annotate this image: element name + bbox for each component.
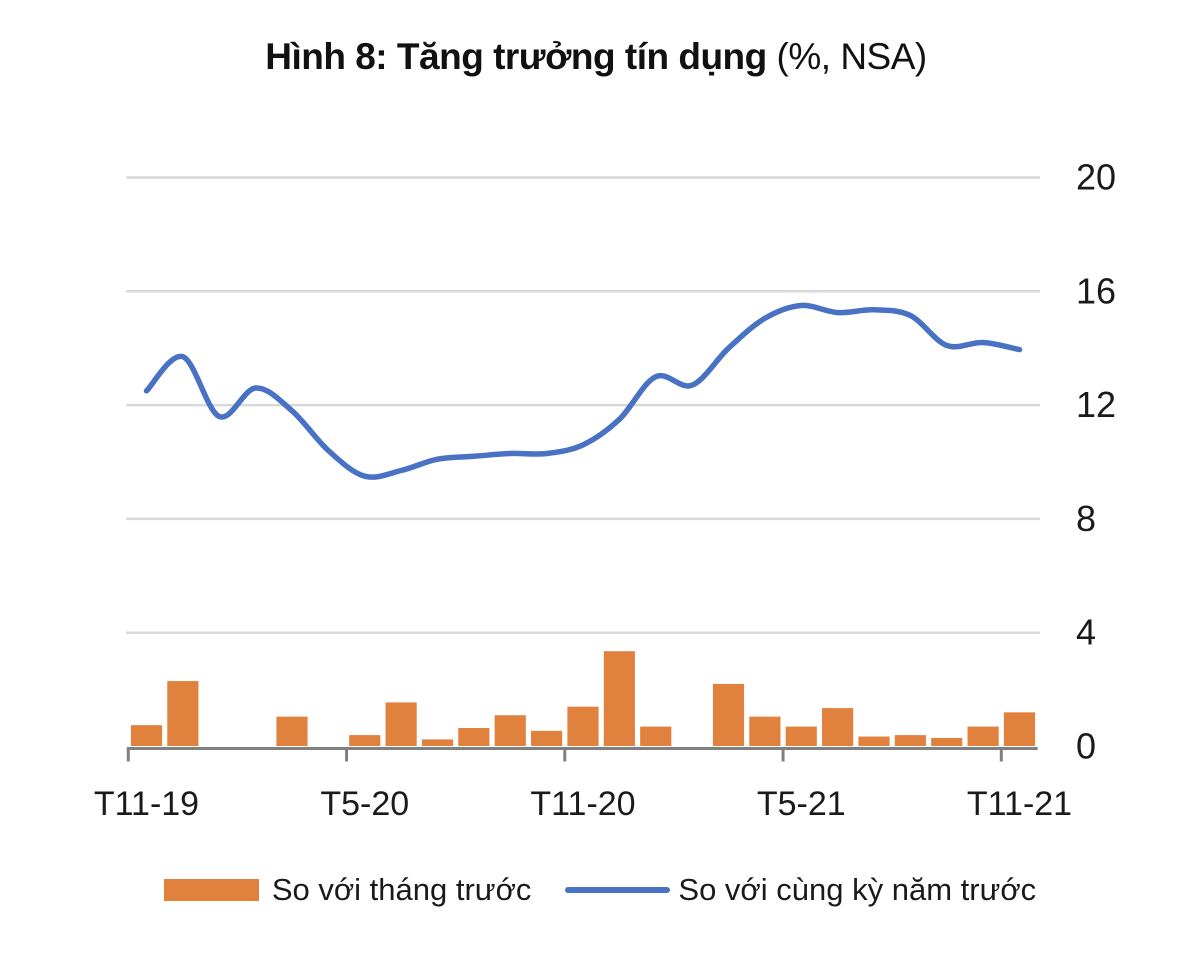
x-axis-label-T5-21: T5-21 (757, 785, 846, 823)
bar-T6-21 (822, 708, 854, 746)
x-axis-label-T11-20: T11-20 (530, 785, 635, 823)
bar-T3-21 (712, 683, 745, 746)
chart-title-main: Hình 8: Tăng trưởng tín dụng (265, 36, 767, 77)
legend-line-label: So với cùng kỳ năm trước (678, 872, 1037, 907)
bar-T5-21 (785, 726, 817, 746)
y-axis-label-16: 16 (1076, 270, 1116, 311)
legend-bar-swatch (163, 878, 259, 901)
y-axis-label-4: 4 (1076, 612, 1096, 653)
bar-T12-19 (167, 681, 199, 746)
bar-T7-20 (421, 739, 454, 746)
y-axis-label-0: 0 (1076, 726, 1096, 767)
bar-T8-20 (458, 728, 490, 746)
legend-item-month-over-month: So với tháng trước (163, 872, 532, 907)
bar-T7-21 (858, 736, 890, 746)
bar-T9-21 (931, 737, 963, 746)
bar-T3-20 (276, 716, 308, 746)
x-axis-label-T11-19: T11-19 (94, 785, 199, 823)
bar-T6-20 (385, 702, 417, 746)
bar-T5-20 (349, 735, 381, 746)
y-axis-label-20: 20 (1076, 157, 1116, 198)
x-axis-label-T5-20: T5-20 (320, 785, 409, 823)
bar-T9-20 (494, 715, 526, 746)
legend-bar-label: So với tháng trước (271, 872, 532, 907)
y-axis-label-8: 8 (1076, 498, 1096, 539)
chart-plot-area: 0 4 8 12 16 20 T11-19 T5-20 T11-20 T5-21 T11-21 (94, 157, 1116, 824)
bar-T8-21 (894, 735, 926, 746)
y-axis-label-12: 12 (1076, 384, 1116, 425)
chart-title: Hình 8: Tăng trưởng tín dụng (%, NSA) (0, 36, 1192, 78)
bar-T11-21 (1003, 712, 1036, 746)
bar-T1-21 (640, 726, 672, 746)
bar-T11-19 (130, 725, 163, 746)
legend-item-year-over-year: So với cùng kỳ năm trước (565, 874, 1036, 905)
bar-T10-20 (531, 730, 563, 746)
chart-title-suffix: (%, NSA) (766, 36, 928, 77)
bar-T10-21 (967, 726, 999, 746)
x-axis-label-T11-21: T11-21 (967, 785, 1072, 823)
yoy-line (143, 302, 1023, 480)
chart-legend: So với tháng trước So với cùng kỳ năm tr… (0, 874, 1200, 905)
bar-T4-21 (749, 716, 781, 746)
legend-line-swatch (565, 886, 671, 893)
bar-T11-20 (567, 706, 599, 746)
bar-T12-20 (603, 651, 635, 746)
